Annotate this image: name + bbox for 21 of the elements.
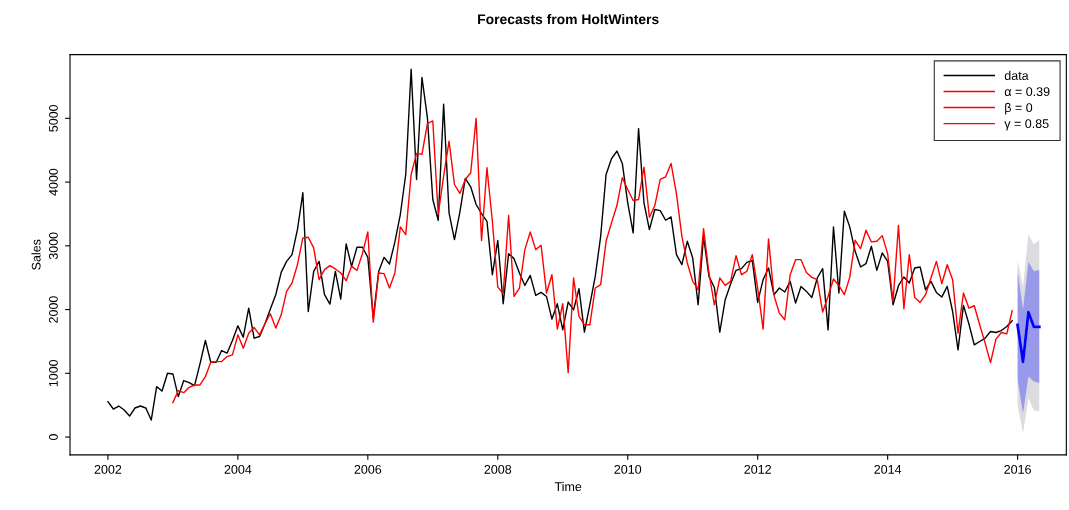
legend-label: α = 0.39	[1004, 87, 1050, 97]
x-tick-label: 2010	[614, 464, 642, 474]
y-tick-label: 5000	[48, 104, 58, 132]
x-tick-label: 2006	[354, 464, 382, 474]
annotation: γ = 0.85	[1004, 119, 1049, 131]
x-tick-label: 2014	[874, 464, 902, 474]
x-tick-label: 2012	[744, 464, 771, 474]
chart-title: Forecasts from HoltWinters	[478, 13, 659, 25]
x-axis-title: Time	[554, 481, 582, 492]
y-tick-label: 4000	[48, 168, 58, 196]
x-tick-label: 2002	[94, 464, 122, 474]
legend-label: data	[1004, 70, 1029, 80]
y-tick-label: 2000	[48, 296, 58, 323]
annotation: β = 0	[1005, 102, 1033, 115]
y-axis-title: Sales	[31, 239, 41, 270]
x-tick-label: 2004	[224, 464, 252, 474]
y-tick-label: 3000	[48, 232, 58, 260]
y-tick-label: 1000	[48, 359, 58, 387]
x-tick-label: 2016	[1004, 464, 1031, 474]
y-tick-label: 0	[48, 434, 58, 441]
x-tick-label: 2008	[484, 464, 512, 474]
